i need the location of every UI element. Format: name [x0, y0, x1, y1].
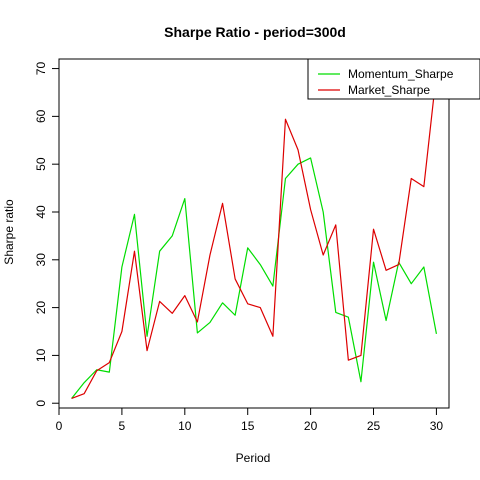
x-tick-label: 5 — [119, 419, 126, 433]
y-tick-label: 60 — [34, 109, 48, 123]
legend: Momentum_Sharpe Market_Sharpe — [307, 58, 480, 100]
x-axis-label: Period — [236, 451, 271, 465]
y-tick-label: 30 — [34, 253, 48, 267]
x-tick-label: 30 — [430, 419, 444, 433]
series-line-2 — [71, 73, 438, 400]
y-tick-label: 20 — [34, 301, 48, 315]
series-layer — [71, 73, 438, 400]
legend-label: Market_Sharpe — [348, 83, 430, 97]
y-tick-label: 70 — [34, 62, 48, 76]
legend-label: Momentum_Sharpe — [348, 67, 454, 81]
series-line-1 — [71, 157, 438, 399]
x-axis: 0 5 10 15 20 25 30 — [56, 407, 444, 433]
x-tick-label: 10 — [178, 419, 192, 433]
legend-box — [307, 58, 480, 100]
y-tick-label: 40 — [34, 205, 48, 219]
y-tick-label: 0 — [34, 400, 48, 407]
y-tick-label: 10 — [34, 348, 48, 362]
plot-box — [58, 58, 450, 409]
y-axis: 0 10 20 30 40 50 60 70 — [34, 62, 60, 407]
y-tick-label: 50 — [34, 157, 48, 171]
x-tick-label: 0 — [56, 419, 63, 433]
x-tick-label: 15 — [241, 419, 255, 433]
y-axis-label: Sharpe ratio — [2, 199, 16, 265]
chart-title: Sharpe Ratio - period=300d — [164, 24, 346, 40]
x-tick-label: 20 — [304, 419, 318, 433]
x-tick-label: 25 — [367, 419, 381, 433]
